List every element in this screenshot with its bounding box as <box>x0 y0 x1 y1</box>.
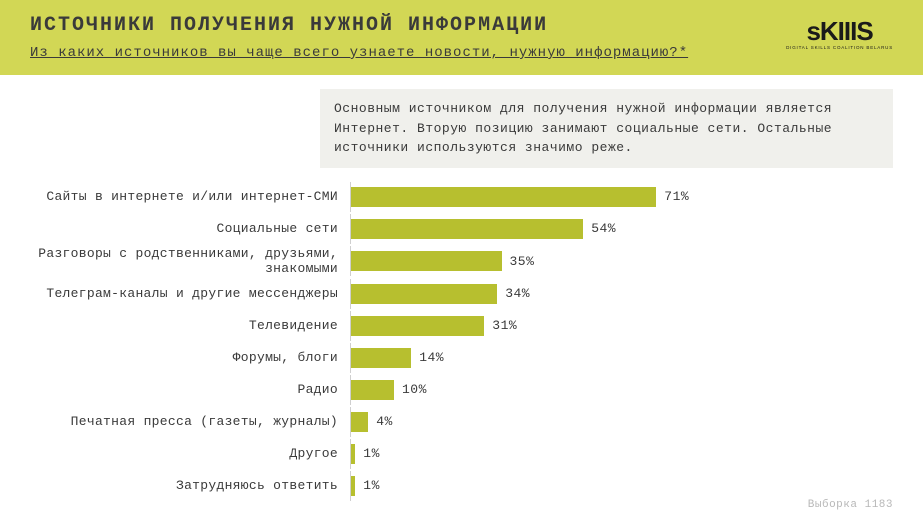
bar-label: Печатная пресса (газеты, журналы) <box>10 414 350 430</box>
chart-row: Разговоры с родственниками, друзьями, зн… <box>10 246 893 277</box>
sample-label: Выборка <box>808 499 858 511</box>
chart-row: Социальные сети 54% <box>10 214 893 244</box>
bar-area: 1% <box>350 439 893 469</box>
bar-label: Форумы, блоги <box>10 350 350 366</box>
logo-tagline: DIGITAL SKILLS COALITION BELARUS <box>786 45 893 50</box>
bar-value: 71% <box>664 189 689 204</box>
bar <box>351 187 656 207</box>
bar <box>351 348 411 368</box>
bar <box>351 316 484 336</box>
bar-label: Другое <box>10 446 350 462</box>
page-subtitle: Из каких источников вы чаще всего узнает… <box>30 45 893 61</box>
chart-row: Форумы, блоги 14% <box>10 343 893 373</box>
bar-label: Разговоры с родственниками, друзьями, зн… <box>10 246 350 277</box>
bar-area: 1% <box>350 471 893 501</box>
bar-label: Телевидение <box>10 318 350 334</box>
bar-label: Социальные сети <box>10 221 350 237</box>
bar-value: 34% <box>505 286 530 301</box>
bar-label: Радио <box>10 382 350 398</box>
bar-value: 31% <box>492 318 517 333</box>
chart-row: Телеграм-каналы и другие мессенджеры 34% <box>10 279 893 309</box>
bar-label: Затрудняюсь ответить <box>10 478 350 494</box>
bar <box>351 251 502 271</box>
bar <box>351 284 497 304</box>
chart-row: Затрудняюсь ответить 1% <box>10 471 893 501</box>
bar-area: 4% <box>350 407 893 437</box>
logo-text: sKIIIS <box>786 16 893 47</box>
bar-value: 35% <box>510 254 535 269</box>
bar-value: 10% <box>402 382 427 397</box>
bar-value: 1% <box>363 478 380 493</box>
bar <box>351 412 368 432</box>
chart-row: Другое 1% <box>10 439 893 469</box>
bar-area: 54% <box>350 214 893 244</box>
bar <box>351 444 355 464</box>
chart-row: Радио 10% <box>10 375 893 405</box>
bar-value: 14% <box>419 350 444 365</box>
chart-row: Печатная пресса (газеты, журналы) 4% <box>10 407 893 437</box>
bar-label: Телеграм-каналы и другие мессенджеры <box>10 286 350 302</box>
sample-value: 1183 <box>865 499 893 511</box>
bar-area: 14% <box>350 343 893 373</box>
bar-label: Сайты в интернете и/или интернет-СМИ <box>10 189 350 205</box>
sample-footer: Выборка 1183 <box>808 499 893 511</box>
bar-area: 71% <box>350 182 893 212</box>
chart-row: Телевидение 31% <box>10 311 893 341</box>
bar <box>351 380 394 400</box>
summary-box: Основным источником для получения нужной… <box>320 89 893 168</box>
bar <box>351 476 355 496</box>
logo: sKIIIS DIGITAL SKILLS COALITION BELARUS <box>786 16 893 50</box>
bar <box>351 219 583 239</box>
header: ИСТОЧНИКИ ПОЛУЧЕНИЯ НУЖНОЙ ИНФОРМАЦИИ Из… <box>0 0 923 75</box>
bar-value: 1% <box>363 446 380 461</box>
page-title: ИСТОЧНИКИ ПОЛУЧЕНИЯ НУЖНОЙ ИНФОРМАЦИИ <box>30 14 893 37</box>
chart-row: Сайты в интернете и/или интернет-СМИ 71% <box>10 182 893 212</box>
bar-chart: Сайты в интернете и/или интернет-СМИ71%С… <box>0 182 893 501</box>
bar-area: 34% <box>350 279 893 309</box>
bar-area: 31% <box>350 311 893 341</box>
bar-area: 35% <box>350 246 893 276</box>
bar-area: 10% <box>350 375 893 405</box>
bar-value: 54% <box>591 221 616 236</box>
bar-value: 4% <box>376 414 393 429</box>
